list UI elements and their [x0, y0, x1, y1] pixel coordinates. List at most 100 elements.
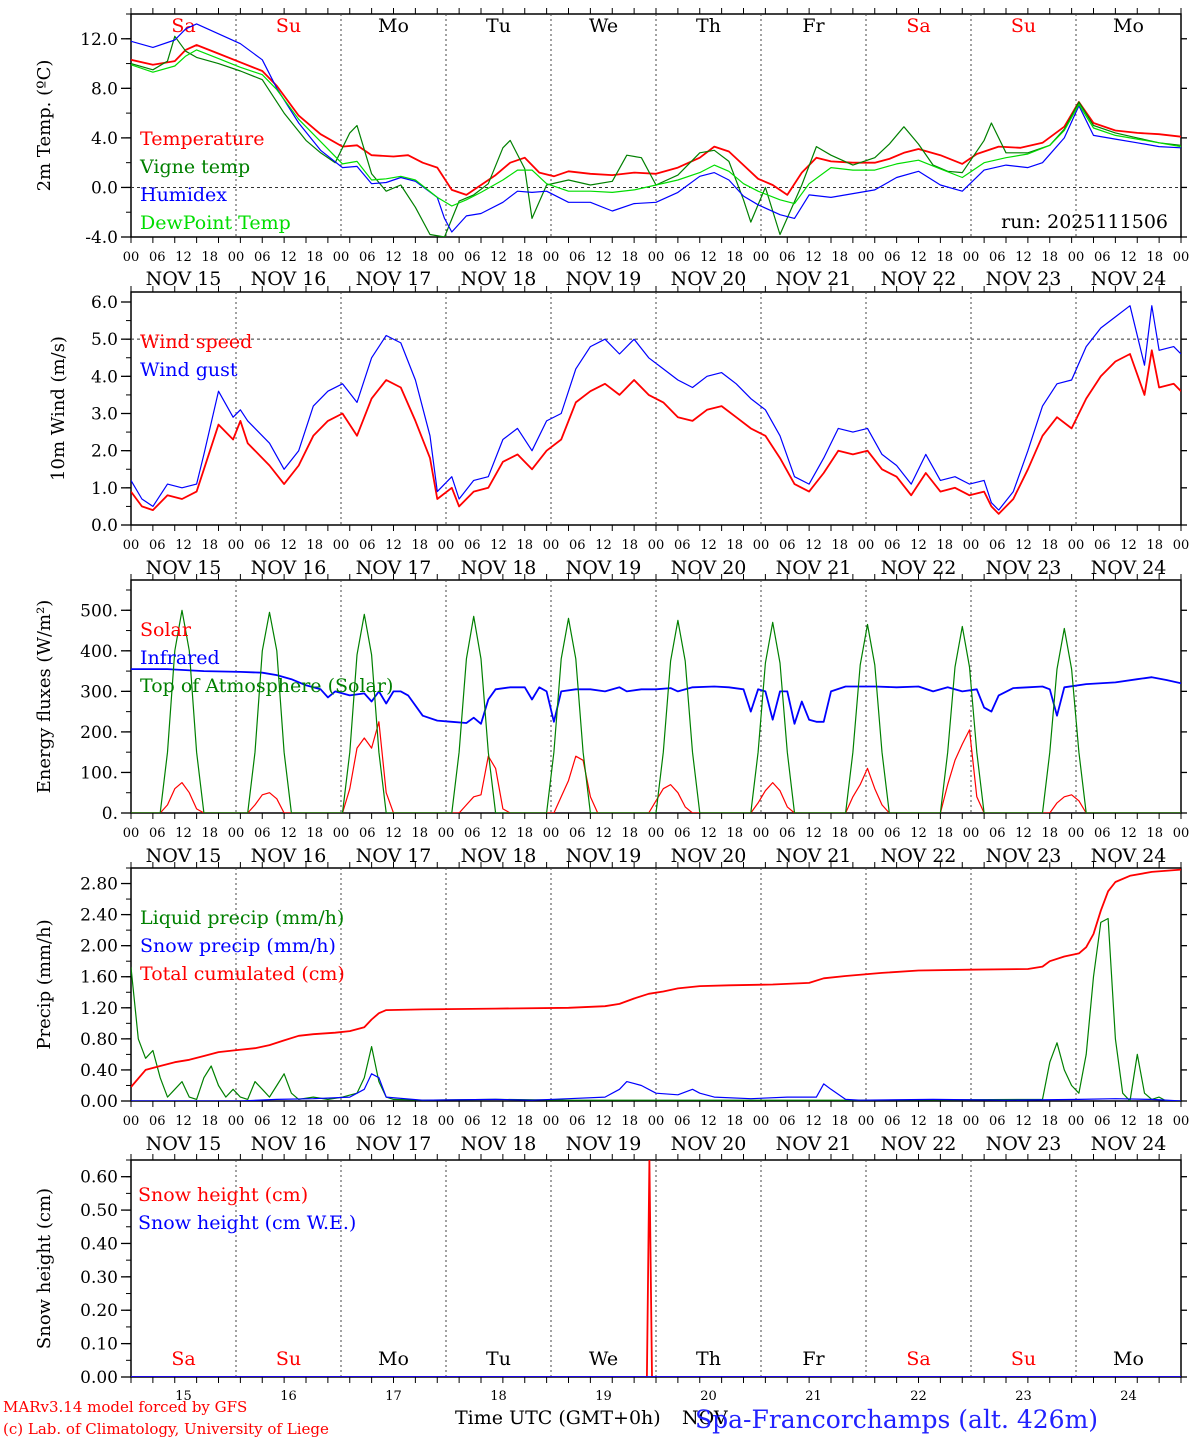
x-hour-label: 12	[595, 1114, 612, 1129]
panel-temperature: -4.0 0.0 4.0 8.0 12.0 2m Temp. (ºC) 00 06 12 18 00…	[34, 8, 1189, 290]
x-hour-label: 00	[753, 826, 770, 841]
x-hour-label: 00	[438, 826, 455, 841]
x-hour-label: 18	[1146, 1114, 1163, 1129]
x-hour-label: 18	[831, 826, 848, 841]
x-hour-label: 12	[385, 1114, 402, 1129]
x-hour-label: 12	[490, 1114, 507, 1129]
x-hour-label: 00	[858, 826, 875, 841]
x-hour-label: 06	[884, 538, 901, 553]
x-date-label: NOV 19	[566, 845, 642, 867]
legend-entry: Wind speed	[140, 331, 252, 353]
x-hour-label: 18	[621, 1114, 638, 1129]
x-hour-label: 18	[1041, 538, 1058, 553]
y-tick-label: 0.50	[80, 1201, 118, 1221]
x-hour-label: 12	[700, 826, 717, 841]
x-hour-label: 12	[1120, 538, 1137, 553]
y-axis-label: 2m Temp. (ºC)	[34, 60, 55, 192]
panel-energy: 0. 100. 200. 300. 400. 500. Energy fluxes (W/m…	[34, 574, 1189, 867]
weekday-label: Th	[696, 15, 721, 37]
weekday-label: Mo	[1113, 1348, 1144, 1370]
legend-entry: Liquid precip (mm/h)	[140, 907, 344, 929]
x-hour-label: 00	[228, 1114, 245, 1129]
x-hour-label: 06	[464, 250, 481, 265]
x-hour-label: 18	[1146, 826, 1163, 841]
x-hour-label: 00	[648, 538, 665, 553]
x-hour-label: 00	[963, 826, 980, 841]
weekday-label: Tu	[486, 1348, 511, 1370]
x-hour-label: 12	[700, 1114, 717, 1129]
x-date-label: NOV 17	[356, 1133, 432, 1155]
x-hour-label: 00	[1173, 1114, 1190, 1129]
x-hour-label: 18	[306, 1114, 323, 1129]
x-hour-label: 00	[333, 826, 350, 841]
x-hour-label: 06	[884, 826, 901, 841]
y-tick-label: 2.0	[91, 442, 118, 462]
x-hour-label: 12	[1120, 1114, 1137, 1129]
x-hour-label: 00	[1068, 250, 1085, 265]
y-tick-label: 0.00	[80, 1368, 118, 1388]
series-line-wind-gust	[131, 305, 1181, 511]
x-hour-label: 18	[306, 538, 323, 553]
x-hour-label: 06	[359, 1114, 376, 1129]
x-hour-label: 18	[411, 250, 428, 265]
x-date-label: NOV 18	[461, 268, 537, 290]
x-date-label: NOV 24	[1091, 1133, 1167, 1155]
x-hour-label: 00	[438, 1114, 455, 1129]
series-group	[131, 305, 1181, 515]
y-tick-label: 0.40	[80, 1061, 118, 1081]
weekday-label: Fr	[802, 15, 825, 37]
x-hour-label: 06	[1094, 1114, 1111, 1129]
weekday-label: Tu	[486, 15, 511, 37]
day-number-label: 22	[910, 1389, 927, 1404]
x-hour-label: 18	[621, 250, 638, 265]
x-hour-label: 00	[648, 1114, 665, 1129]
x-hour-label: 18	[936, 538, 953, 553]
x-date-label: NOV 22	[881, 845, 957, 867]
x-hour-label: 00	[123, 1114, 140, 1129]
series-line-vigne-temp	[131, 35, 1181, 237]
weekday-label: Su	[276, 15, 301, 37]
y-tick-label: 0.20	[80, 1301, 118, 1321]
x-hour-label: 00	[438, 250, 455, 265]
x-hour-label: 06	[779, 538, 796, 553]
x-hour-label: 18	[1041, 826, 1058, 841]
x-hour-label: 00	[963, 1114, 980, 1129]
legend-entry: Snow height (cm W.E.)	[138, 1212, 356, 1234]
weekday-label: Mo	[378, 1348, 409, 1370]
y-tick-label: 2.40	[80, 906, 118, 926]
x-hour-label: 12	[805, 250, 822, 265]
x-hour-label: 18	[1041, 250, 1058, 265]
legend-entry: Snow height (cm)	[138, 1184, 308, 1206]
x-date-label: NOV 23	[986, 268, 1062, 290]
x-hour-label: 12	[700, 250, 717, 265]
x-hour-label: 00	[228, 250, 245, 265]
x-date-label: NOV 15	[146, 845, 222, 867]
x-date-label: NOV 15	[146, 268, 222, 290]
x-date-label: NOV 19	[566, 268, 642, 290]
weekday-label: Su	[1011, 1348, 1036, 1370]
x-hour-label: 18	[306, 826, 323, 841]
series-group	[131, 868, 1181, 1101]
x-date-label: NOV 22	[881, 1133, 957, 1155]
x-hour-label: 00	[123, 538, 140, 553]
y-axis-label: Snow height (cm)	[34, 1188, 55, 1349]
x-hour-label: 18	[726, 538, 743, 553]
x-hour-label: 18	[831, 1114, 848, 1129]
x-hour-label: 06	[779, 826, 796, 841]
x-hour-label: 12	[1015, 1114, 1032, 1129]
x-date-label: NOV 16	[251, 268, 327, 290]
x-hour-label: 00	[333, 250, 350, 265]
x-hour-label: 12	[280, 1114, 297, 1129]
weekday-label: Sa	[171, 1348, 195, 1370]
credit-line-2: (c) Lab. of Climatology, University of L…	[3, 1420, 329, 1438]
x-hour-label: 06	[254, 826, 271, 841]
y-tick-label: 0.30	[80, 1268, 118, 1288]
x-hour-label: 00	[648, 250, 665, 265]
x-hour-label: 00	[333, 538, 350, 553]
x-date-label: NOV 16	[251, 845, 327, 867]
x-hour-label: 12	[910, 538, 927, 553]
day-number-label: 16	[280, 1389, 297, 1404]
day-number-label: 20	[700, 1389, 717, 1404]
y-tick-label: 0.00	[80, 1092, 118, 1112]
